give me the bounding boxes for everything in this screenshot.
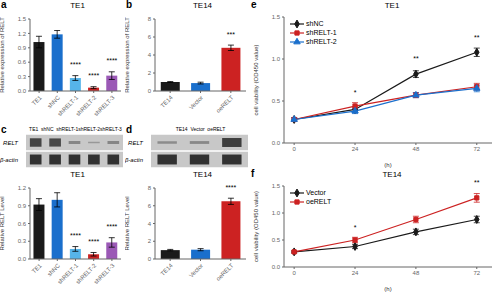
svg-text:shRELT-2: shRELT-2 bbox=[74, 94, 98, 118]
svg-text:cell viability (OD450 value): cell viability (OD450 value) bbox=[253, 191, 259, 262]
svg-text:0: 0 bbox=[148, 88, 152, 94]
svg-text:0.6: 0.6 bbox=[18, 59, 27, 65]
svg-text:shRELT-3: shRELT-3 bbox=[93, 262, 116, 285]
svg-text:Relative RELT Level: Relative RELT Level bbox=[125, 196, 130, 250]
html-text:b: b bbox=[126, 0, 133, 10]
svg-text:24: 24 bbox=[352, 270, 359, 276]
svg-text:0.5: 0.5 bbox=[272, 237, 281, 243]
html-text:shRELT-1: shRELT-1 bbox=[306, 29, 337, 36]
svg-text:*: * bbox=[354, 89, 357, 96]
svg-text:shRELT-3: shRELT-3 bbox=[93, 94, 116, 117]
svg-text:72: 72 bbox=[473, 146, 480, 152]
svg-text:0: 0 bbox=[292, 146, 296, 152]
svg-text:1.5: 1.5 bbox=[272, 14, 281, 20]
svg-text:**: ** bbox=[474, 180, 480, 186]
svg-text:1.2: 1.2 bbox=[18, 31, 27, 37]
html-text:shRELT-2: shRELT-2 bbox=[306, 38, 337, 45]
svg-text:0.0: 0.0 bbox=[18, 88, 27, 94]
svg-text:0.3: 0.3 bbox=[18, 74, 27, 80]
svg-text:****: **** bbox=[70, 232, 81, 239]
svg-text:shRELT-2: shRELT-2 bbox=[74, 262, 98, 286]
html-text:TE1 shNC shRELT-1shRELT-2shREL: TE1 shNC shRELT-1shRELT-2shRELT-3 bbox=[29, 126, 122, 132]
svg-text:0.9: 0.9 bbox=[18, 45, 27, 51]
svg-text:48: 48 bbox=[413, 270, 420, 276]
svg-text:0.9: 0.9 bbox=[18, 203, 27, 209]
svg-text:0.5: 0.5 bbox=[272, 98, 281, 104]
svg-text:****: **** bbox=[88, 72, 99, 79]
svg-text:0.0: 0.0 bbox=[272, 264, 281, 270]
svg-text:0.0: 0.0 bbox=[272, 140, 281, 146]
svg-text:β-actin: β-actin bbox=[8, 157, 19, 163]
svg-text:1.0: 1.0 bbox=[272, 210, 281, 216]
svg-text:β-actin: β-actin bbox=[125, 157, 144, 163]
html-text:TE14: TE14 bbox=[192, 1, 213, 10]
svg-text:6: 6 bbox=[148, 203, 152, 209]
svg-text:24: 24 bbox=[352, 146, 359, 152]
svg-text:shRELT-1: shRELT-1 bbox=[56, 262, 80, 286]
svg-text:oeRELT: oeRELT bbox=[215, 94, 235, 114]
svg-text:TE1: TE1 bbox=[31, 262, 43, 274]
svg-text:****: **** bbox=[106, 57, 117, 64]
svg-text:48: 48 bbox=[413, 146, 420, 152]
svg-text:TE14: TE14 bbox=[160, 94, 175, 109]
html-text:TE14 Vector oeRELT: TE14 Vector oeRELT bbox=[175, 126, 226, 132]
svg-text:1.5: 1.5 bbox=[18, 16, 27, 22]
svg-text:****: **** bbox=[106, 223, 117, 230]
html-text:Vector: Vector bbox=[306, 189, 326, 196]
svg-text:****: **** bbox=[88, 238, 99, 245]
svg-text:shRELT-1: shRELT-1 bbox=[56, 94, 80, 118]
svg-text:6: 6 bbox=[148, 34, 152, 40]
svg-text:0.0: 0.0 bbox=[18, 256, 27, 262]
svg-text:72: 72 bbox=[473, 270, 480, 276]
svg-text:TE1: TE1 bbox=[31, 94, 43, 106]
html-text:c: c bbox=[1, 124, 7, 135]
svg-text:*: * bbox=[354, 224, 357, 231]
html-text:a: a bbox=[1, 0, 7, 10]
html-text:TE14: TE14 bbox=[382, 170, 402, 179]
svg-text:RELT: RELT bbox=[128, 140, 144, 146]
svg-text:(h): (h) bbox=[384, 162, 391, 168]
svg-text:0.3: 0.3 bbox=[18, 238, 27, 244]
html-text:e: e bbox=[251, 0, 257, 10]
html-text:TE1: TE1 bbox=[384, 1, 400, 10]
html-text:TE1: TE1 bbox=[70, 1, 85, 10]
svg-text:Relative expression of RELT: Relative expression of RELT bbox=[125, 17, 130, 93]
svg-text:oeRELT: oeRELT bbox=[215, 262, 235, 282]
svg-text:0: 0 bbox=[292, 270, 296, 276]
html-text:f: f bbox=[251, 168, 255, 179]
svg-text:cell viability (OD450 value): cell viability (OD450 value) bbox=[253, 44, 259, 115]
svg-text:1.0: 1.0 bbox=[272, 56, 281, 62]
svg-text:TE14: TE14 bbox=[160, 262, 175, 277]
svg-text:2: 2 bbox=[148, 70, 152, 76]
svg-text:4: 4 bbox=[148, 52, 152, 58]
html-text:shNC: shNC bbox=[306, 20, 324, 27]
html-text:TE14: TE14 bbox=[192, 170, 213, 179]
svg-text:2: 2 bbox=[148, 238, 152, 244]
svg-text:shNC: shNC bbox=[46, 94, 61, 109]
svg-text:**: ** bbox=[413, 55, 419, 62]
svg-text:8: 8 bbox=[148, 16, 152, 22]
svg-text:1.5: 1.5 bbox=[272, 183, 281, 189]
svg-text:shNC: shNC bbox=[46, 262, 61, 277]
svg-text:0: 0 bbox=[148, 256, 152, 262]
svg-text:Vector: Vector bbox=[188, 262, 204, 278]
svg-text:8: 8 bbox=[148, 185, 152, 191]
svg-text:****: **** bbox=[70, 61, 81, 68]
html-text:TE1: TE1 bbox=[70, 170, 85, 179]
svg-text:(h): (h) bbox=[384, 286, 391, 292]
svg-text:1.2: 1.2 bbox=[18, 185, 27, 191]
svg-text:**: ** bbox=[474, 34, 480, 41]
svg-text:Vector: Vector bbox=[188, 94, 204, 110]
svg-text:4: 4 bbox=[148, 221, 152, 227]
svg-text:0.6: 0.6 bbox=[18, 221, 27, 227]
svg-text:RELT: RELT bbox=[8, 140, 19, 146]
svg-text:***: *** bbox=[227, 31, 235, 38]
html-text:oeRELT: oeRELT bbox=[306, 198, 332, 205]
html-text:d: d bbox=[126, 124, 133, 135]
svg-text:****: **** bbox=[225, 184, 236, 191]
